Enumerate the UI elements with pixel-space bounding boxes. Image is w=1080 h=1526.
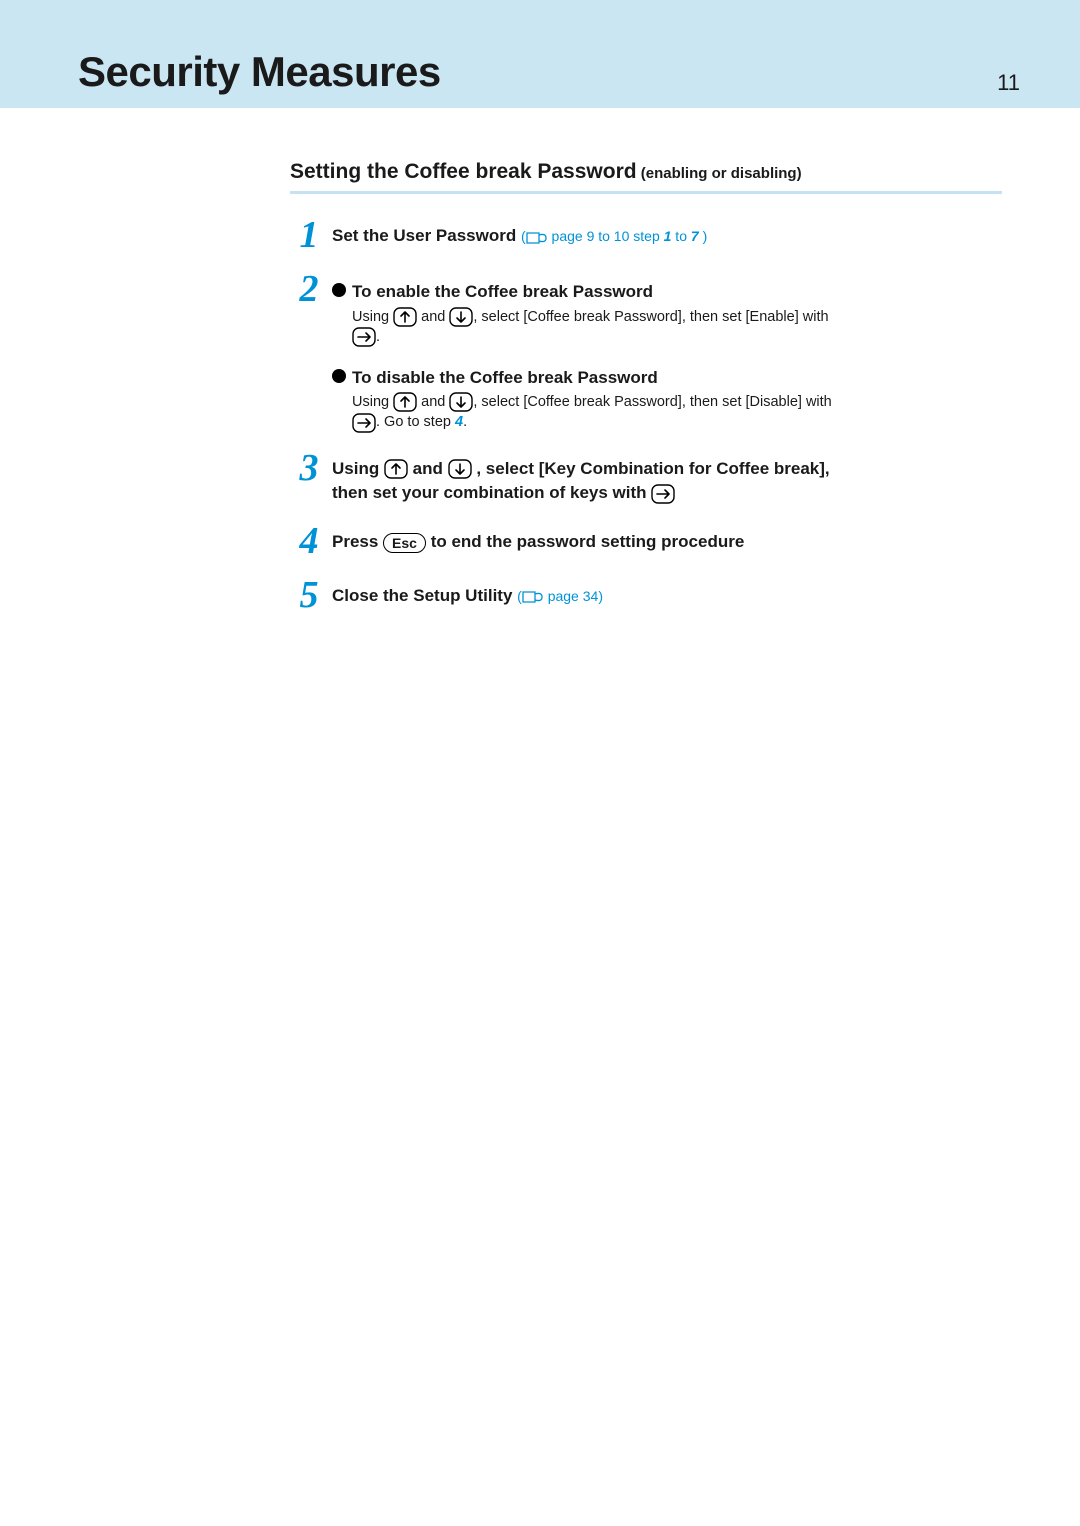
page-ref-icon <box>526 231 548 245</box>
arrow-right-key-icon <box>352 327 376 347</box>
step-number: 4 <box>290 522 328 560</box>
step-body: Press Esc to end the password setting pr… <box>332 522 1002 555</box>
arrow-up-key-icon <box>393 307 417 327</box>
bullet-icon <box>332 369 346 383</box>
txt: Press <box>332 532 383 551</box>
step-body: Close the Setup Utility ( page 34) <box>332 576 1002 609</box>
step-1: 1 Set the User Password ( page 9 to 10 s… <box>290 216 1002 254</box>
txt: and <box>408 459 448 478</box>
enable-title: To enable the Coffee break Password <box>352 280 653 305</box>
arrow-down-key-icon <box>449 307 473 327</box>
step-5: 5 Close the Setup Utility ( page 34) <box>290 576 1002 614</box>
arrow-right-key-icon <box>352 413 376 433</box>
step-3: 3 Using and , select [Key Combination fo… <box>290 449 1002 506</box>
step1-bold: Set the User Password <box>332 226 521 245</box>
txt: . <box>463 414 467 430</box>
step-2: 2 To enable the Coffee break Password Us… <box>290 270 1002 432</box>
step-4: 4 Press Esc to end the password setting … <box>290 522 1002 560</box>
header-band: Security Measures 11 <box>0 0 1080 108</box>
enable-body: Using and , select [Coffee break Passwor… <box>352 307 1002 348</box>
txt: Using <box>332 459 384 478</box>
disable-bullet: To disable the Coffee break Password <box>332 366 1002 391</box>
step-number: 5 <box>290 576 328 614</box>
ref-text: page 9 to 10 step <box>548 228 664 244</box>
page-ref-icon <box>522 590 544 604</box>
disable-title: To disable the Coffee break Password <box>352 366 658 391</box>
arrow-right-key-icon <box>651 484 675 504</box>
ref-close: ) <box>598 588 603 604</box>
txt: . Go to step <box>376 414 455 430</box>
content-area: Setting the Coffee break Password (enabl… <box>0 108 1080 680</box>
esc-key-icon: Esc <box>383 533 426 553</box>
goto-step-4: 4 <box>455 414 463 430</box>
arrow-down-key-icon <box>449 392 473 412</box>
step-body: Using and , select [Key Combination for … <box>332 449 1002 506</box>
txt: to end the password setting procedure <box>426 532 744 551</box>
ref-step-7: 7 <box>691 228 699 244</box>
step1-ref: ( page 9 to 10 step 1 to 7 ) <box>521 228 707 244</box>
section-title-main: Setting the Coffee break Password <box>290 160 637 183</box>
disable-body: Using and , select [Coffee break Passwor… <box>352 392 1002 433</box>
txt: , select [Key Combination for Coffee bre… <box>472 459 830 478</box>
step-number: 1 <box>290 216 328 254</box>
txt: . <box>376 329 380 345</box>
txt: , select [Coffee break Password], then s… <box>473 394 831 410</box>
txt: Using <box>352 309 393 325</box>
arrow-down-key-icon <box>448 459 472 479</box>
section-title-sub: (enabling or disabling) <box>637 165 802 182</box>
step5-ref: ( page 34) <box>517 588 603 604</box>
ref-text: page 34 <box>544 588 599 604</box>
txt: Using <box>352 394 393 410</box>
txt: and <box>417 394 449 410</box>
step-number: 2 <box>290 270 328 308</box>
page-title: Security Measures <box>78 48 441 96</box>
enable-bullet: To enable the Coffee break Password <box>332 280 1002 305</box>
disable-block: To disable the Coffee break Password Usi… <box>332 366 1002 433</box>
section-title: Setting the Coffee break Password (enabl… <box>290 158 1002 194</box>
ref-close: ) <box>699 228 708 244</box>
txt: and <box>417 309 449 325</box>
txt: , select [Coffee break Password], then s… <box>473 309 828 325</box>
step-body: Set the User Password ( page 9 to 10 ste… <box>332 216 1002 249</box>
page-number: 11 <box>997 70 1020 96</box>
arrow-up-key-icon <box>384 459 408 479</box>
step5-bold: Close the Setup Utility <box>332 586 517 605</box>
ref-to: to <box>671 228 690 244</box>
step-number: 3 <box>290 449 328 487</box>
txt: then set your combination of keys with <box>332 483 651 502</box>
bullet-icon <box>332 283 346 297</box>
step-body: To enable the Coffee break Password Usin… <box>332 270 1002 432</box>
arrow-up-key-icon <box>393 392 417 412</box>
